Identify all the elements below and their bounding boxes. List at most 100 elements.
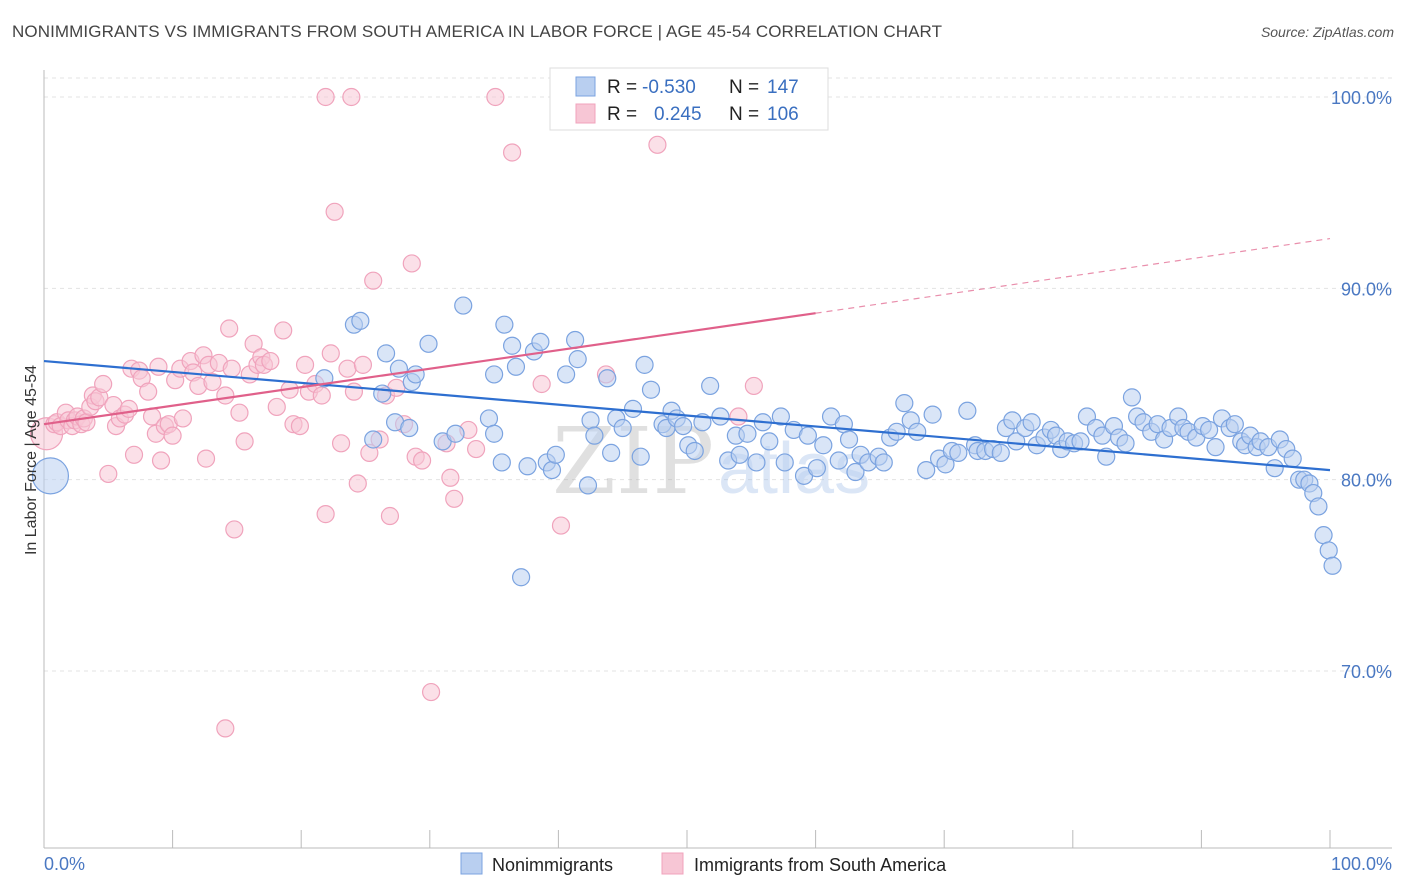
immigrants-point [316, 505, 335, 524]
legend-r-value-1: -0.530 [642, 77, 696, 98]
chart-title: NONIMMIGRANTS VS IMMIGRANTS FROM SOUTH A… [12, 22, 943, 41]
immigrants-point [348, 474, 367, 493]
nonimmigrants-point [613, 418, 632, 438]
x-tick-marks [172, 830, 1331, 848]
nonimmigrants-point [846, 462, 865, 482]
immigrants-point [344, 382, 364, 401]
nonimmigrants-point [814, 436, 833, 455]
nonimmigrants-point [1116, 434, 1135, 453]
legend-n-value-2: 106 [767, 104, 799, 125]
y-tick-label-2: 80.0% [1341, 471, 1392, 491]
nonimmigrants-point [923, 405, 942, 424]
immigrants-point [149, 357, 168, 376]
immigrants-point [196, 449, 216, 468]
nonimmigrants-point [701, 376, 720, 396]
immigrants-point [342, 87, 361, 107]
nonimmigrants-point [760, 432, 779, 451]
source-label: Source: ZipAtlas.com [1260, 24, 1394, 40]
stats-legend: R = -0.530 N = 147 R = 0.245 N = 106 [549, 67, 829, 131]
immigrants-point [380, 506, 400, 526]
nonimmigrants-point [503, 336, 522, 355]
nonimmigrants-point [730, 445, 749, 464]
nonimmigrants-point [908, 422, 927, 441]
nonimmigrants-point [373, 384, 392, 403]
nonimmigrants-point [829, 451, 848, 470]
immigrants-point [551, 516, 571, 535]
immigrants-point [532, 374, 551, 394]
immigrants-point [290, 416, 310, 436]
nonimmigrants-point [419, 334, 438, 353]
trend-lines [43, 237, 1331, 472]
immigrants-point [244, 334, 263, 353]
immigrants-point [216, 719, 235, 738]
immigrants-point [325, 202, 344, 221]
immigrants-point [99, 464, 118, 484]
nonimmigrants-trend-line [43, 359, 1331, 472]
immigrants-points [29, 87, 801, 738]
nonimmigrants-point [531, 332, 550, 352]
immigrants-point [486, 87, 505, 107]
nonimmigrants-point [479, 409, 499, 428]
immigrants-point [503, 143, 522, 162]
nonimmigrants-point [518, 457, 537, 476]
y-tick-label-1: 90.0% [1341, 279, 1392, 299]
immigrants-trend-line [43, 312, 816, 426]
nonimmigrants-point [874, 453, 893, 472]
immigrants-point [151, 451, 171, 470]
legend-r-label-1: R = [607, 77, 637, 98]
nonimmigrants-point [641, 380, 661, 399]
immigrants-point [94, 374, 113, 394]
nonimmigrants-point [485, 365, 504, 384]
y-tick-label-3: 70.0% [1341, 662, 1392, 682]
nonimmigrants-point [446, 424, 465, 443]
immigrants-point [274, 321, 293, 340]
nonimmigrants-point [1265, 459, 1284, 478]
immigrants-point [119, 399, 138, 418]
immigrants-point [267, 397, 286, 417]
stats-legend-box [549, 67, 829, 131]
nonimmigrants-point [1200, 420, 1219, 440]
immigrants-point [220, 319, 239, 338]
legend-r-label-2: R = [607, 104, 637, 125]
immigrants-point [295, 355, 315, 374]
nonimmigrants-point [557, 365, 576, 384]
nonimmigrants-point [1309, 497, 1328, 516]
nonimmigrants-point [631, 447, 650, 466]
immigrants-point [353, 355, 373, 374]
nonimmigrants-point [738, 424, 757, 443]
nonimmigrants-point [581, 411, 600, 430]
immigrants-point [338, 359, 357, 378]
nonimmigrants-point [542, 461, 562, 480]
nonimmigrants-point [376, 344, 396, 363]
legend-n-value-1: 147 [767, 77, 799, 98]
nonimmigrants-point [839, 430, 859, 449]
nonimmigrants-point [506, 357, 526, 376]
nonimmigrants-point [1206, 438, 1225, 457]
immigrants-point [225, 520, 244, 539]
bottom-legend-swatch-immigrants [661, 852, 684, 875]
immigrants-point [744, 376, 763, 396]
nonimmigrants-point [406, 365, 425, 384]
nonimmigrants-point [949, 443, 968, 462]
nonimmigrants-point [798, 426, 817, 445]
immigrants-point [139, 382, 158, 401]
nonimmigrants-points [31, 296, 1342, 587]
nonimmigrants-point [991, 443, 1010, 462]
legend-r-value-2: 0.245 [654, 104, 702, 125]
nonimmigrants-point [512, 568, 531, 587]
bottom-legend-swatch-nonimmigrants [460, 852, 483, 875]
bottom-legend-immigrants: Immigrants from South America [694, 855, 947, 875]
nonimmigrants-point [492, 453, 511, 472]
immigrants-point [331, 434, 351, 453]
immigrants-point [230, 403, 249, 422]
y-tick-labels: 100.0% 90.0% 80.0% 70.0% [1331, 88, 1392, 682]
nonimmigrants-point [400, 418, 419, 438]
immigrants-point [364, 271, 383, 290]
immigrants-point [445, 489, 464, 508]
nonimmigrants-point [454, 296, 473, 315]
immigrants-point [316, 87, 335, 107]
immigrants-point [173, 409, 192, 428]
nonimmigrants-point [771, 407, 790, 426]
nonimmigrants-point [775, 453, 794, 472]
immigrants-point [648, 135, 667, 154]
